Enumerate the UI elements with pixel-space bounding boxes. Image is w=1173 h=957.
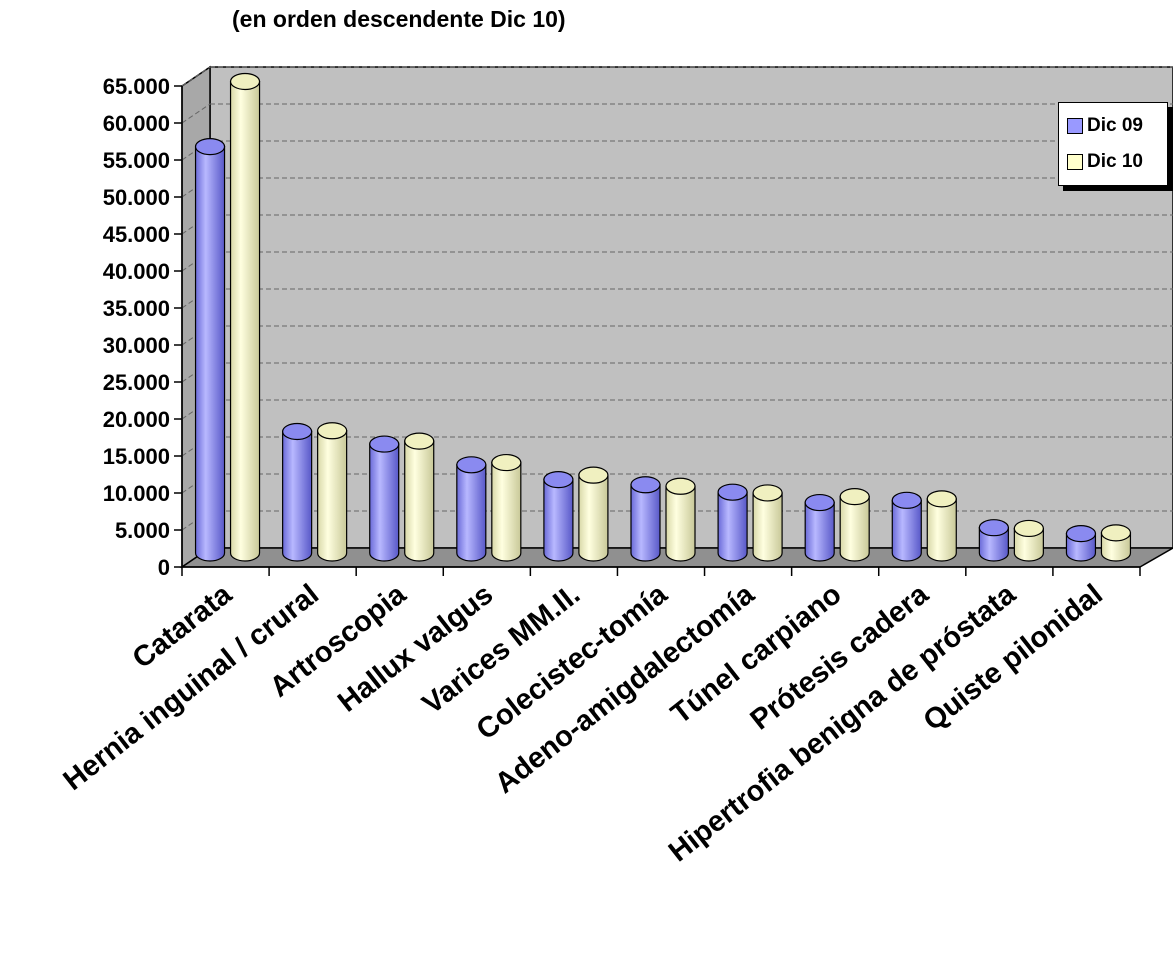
bar-dic09 (891, 491, 922, 562)
bar-body (752, 492, 783, 562)
y-tick-label: 30.000 (103, 333, 170, 358)
bars (194, 72, 1132, 562)
bar-top (1065, 525, 1097, 543)
bar-top (1100, 524, 1132, 542)
legend-label-dic10: Dic 10 (1087, 151, 1143, 172)
x-tick-label: Hallux valgus (332, 578, 499, 718)
bar-top (282, 422, 313, 441)
bar-top (194, 138, 226, 156)
legend-item-dic09: Dic 09 (1067, 115, 1143, 137)
bar-top (630, 476, 661, 494)
y-tick-label: 15.000 (103, 444, 170, 469)
gridline-side (181, 103, 211, 124)
bar-dic10 (578, 466, 609, 562)
bar-dic10 (317, 422, 348, 562)
bar-body (317, 430, 348, 562)
bar-top (491, 453, 522, 472)
y-axis: 0 5.000 10.000 15.000 20.000 25.000 30.000 35.0… (103, 74, 183, 580)
bar-body (369, 443, 400, 562)
bar-dic10 (839, 488, 870, 562)
y-tick-label: 45.000 (103, 222, 170, 247)
bar-body (578, 474, 609, 562)
bar-body (456, 464, 487, 562)
bar-top (543, 471, 574, 489)
bar-top (717, 483, 748, 501)
bar-dic10 (1100, 524, 1132, 562)
bar-top (891, 491, 922, 509)
y-tick-label: 5.000 (115, 518, 170, 543)
y-tick-label: 40.000 (103, 259, 170, 284)
bar-top (578, 466, 609, 484)
bar-dic09 (1065, 525, 1097, 562)
y-tick-label: 65.000 (103, 74, 170, 99)
plot-back-wall (209, 66, 1173, 549)
y-tick-label: 10.000 (103, 481, 170, 506)
bar-dic10 (665, 477, 696, 562)
bar-body (978, 527, 1009, 562)
y-tick-label: 55.000 (103, 148, 170, 173)
bar-dic10 (1013, 519, 1044, 562)
bar-top (404, 432, 435, 450)
bar-dic10 (404, 432, 435, 562)
y-tick-label: 20.000 (103, 407, 170, 432)
bar-top (229, 72, 261, 91)
bar-body (891, 499, 922, 562)
bar-dic10 (229, 72, 261, 562)
bar-top (1013, 519, 1044, 538)
bar-body (839, 496, 870, 562)
y-tick-label: 60.000 (103, 111, 170, 136)
bar-dic09 (630, 476, 661, 562)
bar-body (1013, 527, 1044, 562)
bar-top (317, 422, 348, 440)
bar-top (839, 488, 870, 506)
y-tick-label: 0 (158, 555, 170, 580)
bar-body (630, 484, 661, 562)
bar-body (665, 485, 696, 562)
bar-top (752, 484, 783, 502)
bar-top (369, 435, 400, 453)
bar-dic09 (194, 138, 226, 562)
bar-body (543, 479, 574, 562)
bar-dic09 (456, 456, 487, 562)
chart-subtitle: (en orden descendente Dic 10) (232, 6, 566, 32)
bar-top (665, 477, 696, 495)
bar-dic09 (282, 422, 313, 562)
bar-body (404, 440, 435, 562)
bar-top (926, 490, 957, 508)
legend-swatch-dic09 (1067, 118, 1083, 134)
bar-body (194, 146, 226, 562)
bar-body (717, 491, 748, 562)
bar-dic09 (804, 493, 835, 562)
legend-label-dic09: Dic 09 (1087, 115, 1143, 136)
gridline-side (181, 66, 211, 87)
bar-top (978, 519, 1009, 537)
legend-swatch-dic10 (1067, 154, 1083, 170)
bar-body (491, 461, 522, 562)
bar-dic09 (543, 471, 574, 562)
bar-body (804, 501, 835, 562)
bar-top (804, 493, 835, 512)
bar-dic09 (369, 435, 400, 562)
legend: Dic 09 Dic 10 (1058, 102, 1168, 186)
bar-body (926, 498, 957, 562)
bar-dic09 (717, 483, 748, 562)
bar-dic09 (978, 519, 1009, 562)
bar-dic10 (752, 484, 783, 562)
bar-top (456, 456, 487, 474)
y-tick-label: 50.000 (103, 185, 170, 210)
bar-dic10 (491, 453, 522, 562)
legend-item-dic10: Dic 10 (1067, 151, 1143, 173)
bar-body (282, 430, 313, 562)
y-tick-label: 35.000 (103, 296, 170, 321)
bar-dic10 (926, 490, 957, 562)
y-tick-label: 25.000 (103, 370, 170, 395)
bar-body (229, 80, 261, 562)
